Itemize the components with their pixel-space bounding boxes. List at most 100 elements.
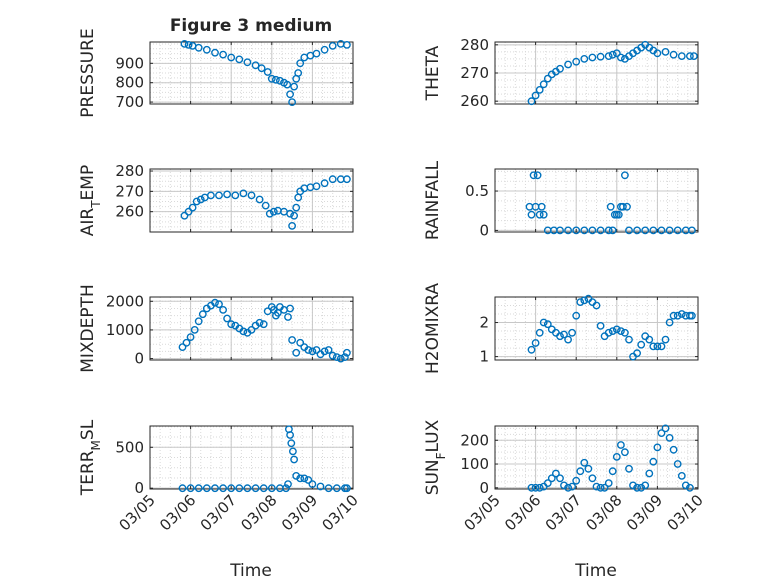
data-point bbox=[564, 335, 572, 344]
data-point bbox=[572, 57, 581, 66]
data-point bbox=[617, 53, 625, 62]
data-point bbox=[192, 197, 201, 206]
data-point bbox=[588, 53, 597, 62]
subplot-5: 0 1000 2000 MIXDEPTH bbox=[78, 284, 354, 373]
y-tick-label: 260 bbox=[115, 203, 144, 221]
data-point bbox=[227, 484, 236, 493]
data-point bbox=[547, 474, 556, 483]
data-point bbox=[641, 481, 650, 490]
y-tick-label: 270 bbox=[115, 182, 144, 200]
y-tick-label: 2000 bbox=[106, 292, 144, 310]
data-point bbox=[596, 226, 605, 235]
data-point bbox=[576, 298, 585, 306]
x-tick-label: 03/10 bbox=[664, 491, 707, 534]
data-point bbox=[686, 52, 694, 60]
data-point bbox=[673, 460, 682, 468]
data-point bbox=[288, 447, 297, 456]
data-point bbox=[604, 479, 613, 487]
data-point bbox=[223, 314, 232, 323]
y-tick-label: 700 bbox=[115, 93, 144, 111]
axes-box bbox=[149, 168, 354, 233]
data-point bbox=[665, 226, 674, 235]
data-point bbox=[178, 484, 187, 493]
data-point bbox=[312, 49, 321, 58]
data-point bbox=[190, 325, 199, 334]
data-point bbox=[180, 211, 189, 220]
data-point bbox=[641, 226, 650, 235]
subplot-7: 0 500 TERRMSL 03/0503/0603/0703/0803/0903/1… bbox=[78, 419, 362, 534]
data-point bbox=[543, 479, 552, 487]
data-point bbox=[531, 339, 540, 347]
x-tick-label: 03/08 bbox=[237, 491, 280, 534]
subplot-6: 1 2 H2OMIXRA bbox=[423, 283, 699, 374]
data-point bbox=[535, 483, 544, 492]
data-point bbox=[588, 226, 597, 235]
data-point bbox=[247, 191, 256, 200]
data-point bbox=[621, 448, 629, 457]
x-tick-label: 03/08 bbox=[582, 491, 625, 534]
data-point bbox=[653, 342, 662, 351]
data-point bbox=[271, 75, 280, 84]
x-tick-label: 03/05 bbox=[461, 491, 504, 534]
data-point bbox=[211, 298, 219, 307]
y-tick-label: 1000 bbox=[106, 321, 144, 339]
data-point bbox=[290, 82, 298, 91]
data-point bbox=[275, 76, 284, 85]
y-tick-label: 0 bbox=[479, 221, 489, 239]
data-point bbox=[619, 202, 627, 211]
data-point bbox=[269, 207, 278, 216]
data-point bbox=[324, 346, 333, 354]
x-tick-label: 03/07 bbox=[197, 491, 240, 534]
data-point bbox=[600, 483, 609, 492]
data-point bbox=[527, 210, 536, 219]
data-point bbox=[580, 226, 589, 235]
data-point bbox=[673, 311, 682, 320]
data-point bbox=[206, 191, 215, 200]
data-point bbox=[649, 226, 658, 235]
data-point bbox=[649, 342, 658, 351]
data-point bbox=[320, 179, 329, 188]
x-tick-label: 03/06 bbox=[156, 491, 199, 534]
y-tick-label: 280 bbox=[115, 162, 144, 180]
data-point bbox=[580, 458, 589, 467]
data-point bbox=[665, 318, 674, 327]
data-point bbox=[669, 50, 678, 59]
data-point bbox=[543, 320, 552, 329]
data-point bbox=[572, 226, 581, 235]
x-tick-label: 03/09 bbox=[623, 491, 666, 534]
data-point bbox=[604, 52, 613, 60]
data-point bbox=[235, 484, 244, 493]
data-point bbox=[215, 300, 223, 309]
y-axis-label: AIRTEMP bbox=[78, 165, 103, 236]
axes-box bbox=[494, 425, 699, 490]
axes-background bbox=[495, 426, 698, 489]
y-axis-label: SUNFLUX bbox=[423, 419, 448, 495]
data-point bbox=[308, 347, 317, 356]
data-point bbox=[527, 97, 536, 106]
data-point bbox=[227, 320, 236, 329]
x-axis-label-left: Time bbox=[229, 561, 272, 581]
data-point bbox=[529, 171, 538, 180]
data-point bbox=[661, 335, 670, 344]
data-point bbox=[184, 41, 193, 49]
data-point bbox=[243, 58, 252, 67]
data-point bbox=[649, 457, 658, 466]
data-point bbox=[184, 207, 193, 216]
data-point bbox=[251, 61, 260, 70]
data-point bbox=[677, 471, 686, 480]
y-tick-label: 500 bbox=[115, 438, 144, 456]
data-point bbox=[608, 467, 617, 476]
data-point bbox=[576, 467, 585, 476]
axes-box bbox=[149, 41, 354, 105]
x-axis-label-right: Time bbox=[574, 561, 617, 581]
data-point bbox=[328, 351, 337, 360]
data-point bbox=[290, 455, 298, 464]
y-tick-label: 900 bbox=[115, 54, 144, 72]
data-point bbox=[263, 68, 272, 76]
subplot-8: 0 100 200 SUNFLUX 03/0503/0603/0703/0803/090… bbox=[423, 419, 707, 534]
x-tick-label: 03/06 bbox=[501, 491, 544, 534]
data-point bbox=[625, 335, 633, 344]
data-point bbox=[180, 40, 189, 48]
data-point bbox=[288, 221, 296, 230]
